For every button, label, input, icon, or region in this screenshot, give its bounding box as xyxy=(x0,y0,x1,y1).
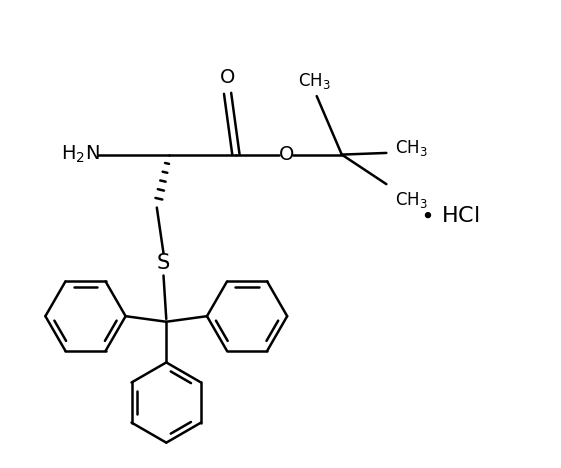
Text: S: S xyxy=(157,253,170,273)
Text: H$_2$N: H$_2$N xyxy=(61,144,99,165)
Text: $\bullet$ HCl: $\bullet$ HCl xyxy=(420,206,479,226)
Text: CH$_3$: CH$_3$ xyxy=(395,138,427,158)
Text: O: O xyxy=(278,145,294,164)
Text: CH$_3$: CH$_3$ xyxy=(395,190,427,210)
Text: CH$_3$: CH$_3$ xyxy=(297,71,330,90)
Text: O: O xyxy=(220,68,235,87)
